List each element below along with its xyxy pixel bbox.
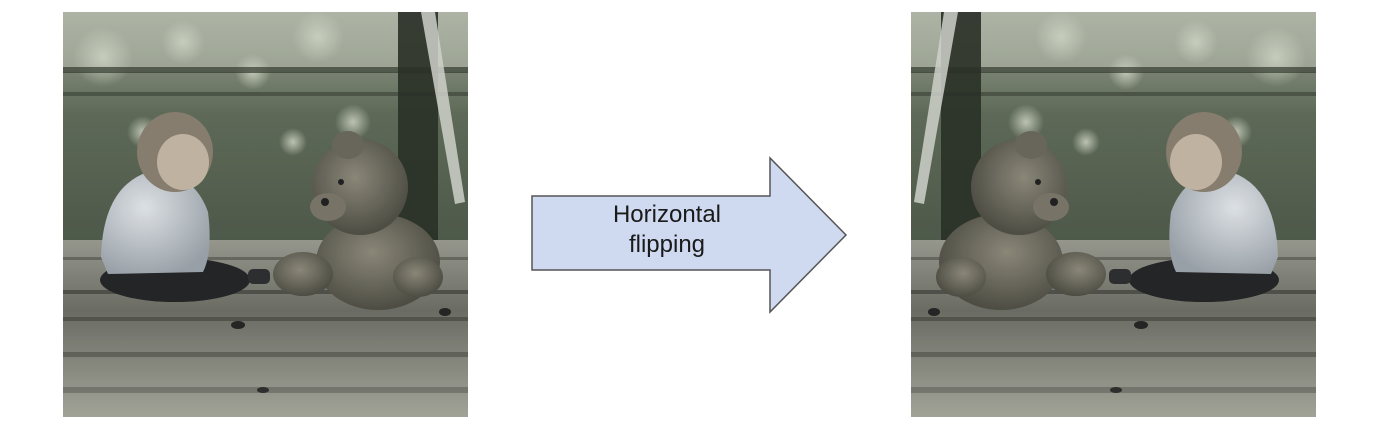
arrow-label-line-1: Horizontal (612, 201, 722, 228)
original-photo (63, 12, 468, 417)
flip-arrow-shape (531, 156, 848, 314)
flip-arrow (531, 156, 848, 314)
arrow-label: Horizontal flipping (532, 200, 802, 260)
arrow-label-line-2: flipping (628, 231, 706, 258)
flipped-photo (911, 12, 1316, 417)
